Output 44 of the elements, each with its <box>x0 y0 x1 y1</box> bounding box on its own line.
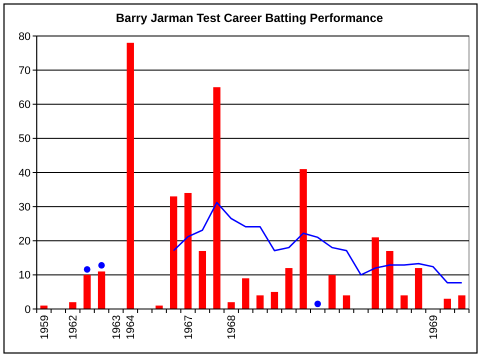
bar <box>458 295 466 309</box>
point <box>314 300 321 308</box>
bar <box>285 268 292 309</box>
x-tick-label: 1959 <box>38 315 51 340</box>
bar <box>69 302 76 309</box>
bar <box>213 87 220 309</box>
bar <box>414 268 422 309</box>
y-tick-label: 60 <box>18 99 31 112</box>
y-tick-label: 10 <box>18 270 31 282</box>
x-tick-label: 1968 <box>226 315 238 340</box>
bar <box>386 250 394 309</box>
y-tick-label: 0 <box>24 304 31 316</box>
bar <box>198 250 206 309</box>
bar <box>84 274 91 309</box>
line-series <box>172 202 463 284</box>
y-tick-label: 70 <box>18 64 31 77</box>
point <box>84 266 90 273</box>
bar <box>256 295 264 309</box>
point <box>98 262 105 269</box>
chart-title: Barry Jarman Test Career Batting Performance <box>116 11 384 25</box>
bar <box>242 278 250 309</box>
x-tick-label: 1964 <box>125 315 138 340</box>
bar <box>170 196 178 309</box>
bar <box>342 295 350 309</box>
bar <box>328 274 336 309</box>
y-tick-label: 40 <box>18 167 31 180</box>
bar <box>228 302 235 309</box>
y-tick-label: 30 <box>18 201 31 214</box>
bar <box>300 169 307 309</box>
x-tick-label: 1969 <box>428 315 440 340</box>
bar <box>98 271 106 309</box>
x-tick-label: 1962 <box>68 315 80 340</box>
y-tick-label: 80 <box>18 30 31 43</box>
bar <box>372 237 379 309</box>
bar <box>184 192 192 309</box>
bar <box>400 295 408 309</box>
y-tick-label: 50 <box>18 133 31 146</box>
bar <box>126 42 134 309</box>
x-tick-label: 1963 <box>110 315 123 340</box>
x-tick-label: 1967 <box>182 315 195 340</box>
bar <box>156 306 163 309</box>
bar <box>444 298 451 309</box>
y-tick-label: 20 <box>18 236 31 248</box>
bar <box>270 292 278 309</box>
